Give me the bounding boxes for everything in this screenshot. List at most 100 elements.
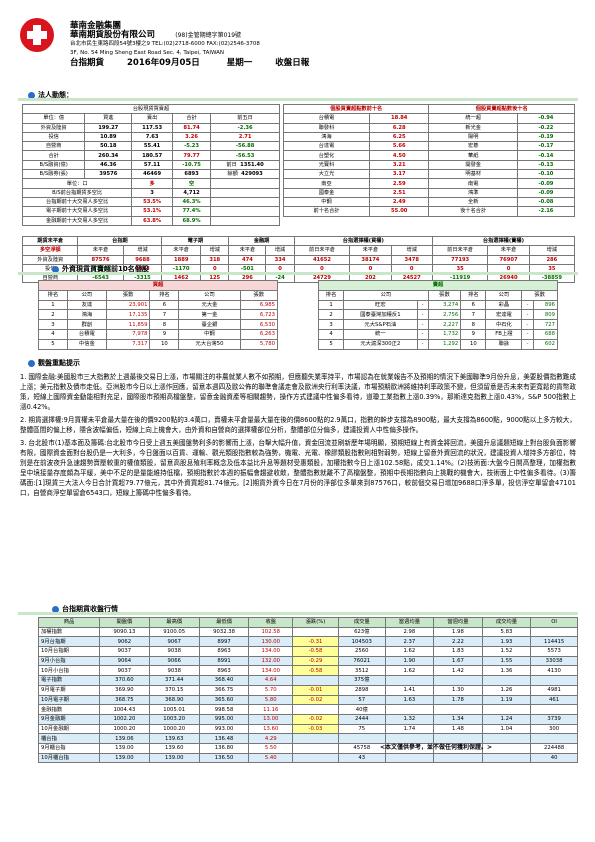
cell: 11,859 [105,319,151,330]
cell [530,733,578,744]
blue-dot-icon [52,265,59,273]
cell: 1.42 [433,665,483,677]
cell [292,704,339,715]
cell: 63.8% [131,215,173,226]
cell: 102.58 [248,626,294,638]
cell: 中石化 [485,319,523,330]
cell: -56.88 [210,141,280,152]
cell: 6 [460,299,487,311]
table-row: 5 中信金 7,317 10 元大台灣50 5,780 [38,338,279,350]
table-row: 櫃台指 139.06 139.63 136.48 4.29 [38,733,578,744]
cell: 賣出 [131,113,173,124]
cell: -2.16 [516,206,576,217]
cell: 6,985 [239,299,279,311]
cell: 10月台指期 [38,646,100,657]
cell: 114415 [530,636,578,648]
cell: 金融期前十大交易人多空比 [21,215,133,226]
cell: -0.94 [516,113,576,124]
cell: 3.26 [171,131,212,143]
cell: 7,978 [105,328,151,340]
cell: 漲跌(%) [292,617,339,628]
sell-table-body: 1 旺宏 -3,274 6 彩晶 -896 2 國泰臺灣加權反1-2,756 7 宏達電 -809 3… [317,299,559,350]
cell: 空 [171,178,212,189]
cell: - [416,319,429,330]
cell: 1004.43 [98,704,150,715]
cell: 4981 [530,684,578,696]
cell: 元大滬深300正2 [343,338,418,350]
cell: 1.83 [433,646,483,657]
cell: 10月金融期 [38,723,100,735]
cell: 3 [38,319,68,330]
cell: - [416,309,429,321]
cell: 光寶科 [283,159,370,171]
table-row: 單位：億 買進 賣出 合計 前五日 [21,113,280,124]
cell: 元大金 [178,299,241,311]
cell: 後十名合計 [428,206,518,217]
cell: 鴻準 [428,187,518,198]
cell: 5 [317,338,345,350]
cell: 1.30 [433,684,483,696]
cell: 39576 [84,169,133,180]
cell: 474 [228,254,267,265]
cell: 開盤價 [98,617,150,628]
table-row: 買超 [38,280,278,291]
cell: 增減 [265,245,295,256]
cell: 3.17 [368,169,430,180]
cell: 40 [530,752,578,764]
cell: 1.34 [433,713,483,725]
cell: 元大台灣50 [178,338,241,350]
cell: 2,756 [427,309,462,321]
cell: 10.89 [84,131,133,143]
cell: 9064 [98,655,150,667]
cell: -0.17 [516,141,576,152]
cell: 增減 [122,245,163,256]
cell: 2.22 [433,636,483,648]
cell: 自營商 [21,141,86,152]
table-row: 9月台指期 9062 9067 8997 130.00 -0.31 104503 2.37 2.… [38,636,578,648]
cell: 1.24 [481,713,532,725]
cell: 台指選擇權(買權) [293,235,433,247]
cell: 45758 [337,742,386,754]
cell: 張數 [521,289,558,301]
cell: 9月台指期 [38,636,100,648]
cell: 180.57 [131,150,173,161]
cell: 75 [337,723,386,735]
news-title-text: 觀盤重點提示 [38,359,80,367]
top10-title-text: 外資現貨買賣超前10名個股 [62,265,149,273]
cell: 8991 [198,655,250,667]
cell: 368.40 [198,675,250,686]
cell: 76021 [337,655,386,667]
cell: 368.90 [148,694,200,706]
legal-table: 台股現貨買賣超 單位：億 買進 賣出 合計 前五日 外資及陸資 199.27 117.53 8… [21,103,280,226]
table-row: 台指期前十大交易人多空比 53.5% 46.3% [21,196,280,208]
cell: 元大S&P石油 [343,319,418,330]
cell: 318 [200,254,230,265]
cell: 聯詠 [485,338,523,350]
cell: 4,712 [171,187,212,198]
cell: 6893 [171,169,212,180]
cell: 1.36 [481,665,532,677]
cell: 57 [337,694,386,706]
cell: 139.06 [98,733,150,744]
cell: 統一 [343,328,418,340]
cell: 8997 [198,636,250,648]
cell: 727 [532,319,559,330]
cell: 聯發科 [283,122,370,133]
cell: 17,135 [105,309,151,321]
cell: 1.74 [384,723,435,735]
cell: 7,317 [105,338,151,350]
table-row: 台積電 18.84 統一超 -0.94 [283,113,576,124]
cell: 2.37 [384,636,435,648]
table-row: 自營商 50.18 55.41 -5.23 -56.88 [21,141,280,152]
cell: - [416,328,429,340]
table-row: 9月金融期 1002.20 1003.20 995.00 13.00 -0.02 2444 1… [38,713,578,725]
news-body: 1. 國際金融:美國股市三大指數於上週最後交易日上漲，市場關注的非農就業人數不如… [20,372,576,501]
cell: 371.44 [148,675,200,686]
cell: 宏碁 [428,141,518,152]
cell: 41652 [293,254,351,265]
cell: 23,901 [105,299,151,311]
cell: 1.26 [481,684,532,696]
cell: 未平倉 [487,245,530,256]
cell: 623億 [337,626,386,638]
cell: 13.60 [248,723,294,735]
